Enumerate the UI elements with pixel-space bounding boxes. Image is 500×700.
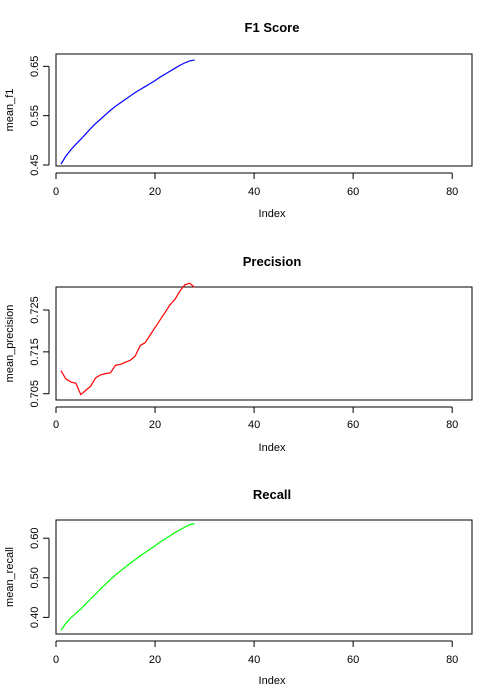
y-tick-label: 0.50 xyxy=(29,567,41,588)
y-tick-label: 0.725 xyxy=(29,296,41,324)
x-tick-label: 40 xyxy=(248,654,260,666)
x-axis-label: Index xyxy=(259,208,286,220)
y-tick-label: 0.60 xyxy=(29,527,41,548)
x-tick-label: 0 xyxy=(53,654,59,666)
y-tick-label: 0.55 xyxy=(29,105,41,126)
x-tick-label: 60 xyxy=(347,419,359,431)
series-line xyxy=(60,59,195,165)
x-tick-label: 60 xyxy=(347,186,359,198)
panel-1: Precision 0 20 40 60 80 Index 0.705 0.715 0.725 me… xyxy=(4,254,473,454)
x-axis-label: Index xyxy=(259,675,286,687)
x-tick-label: 80 xyxy=(446,419,458,431)
panel-0: F1 Score 0 20 40 60 80 Index 0.45 0.55 0.65 mean_f… xyxy=(4,20,473,220)
y-axis-label: mean_f1 xyxy=(4,89,16,132)
plot-frame xyxy=(55,53,473,167)
y-tick-label: 0.40 xyxy=(29,607,41,628)
series-line xyxy=(60,522,195,631)
chart-title: Precision xyxy=(243,254,302,269)
y-axis-label: mean_recall xyxy=(4,547,16,607)
x-tick-label: 60 xyxy=(347,654,359,666)
series-line xyxy=(60,282,196,396)
y-tick-label: 0.705 xyxy=(29,380,41,408)
y-tick-label: 0.715 xyxy=(29,338,41,366)
x-tick-label: 40 xyxy=(248,419,260,431)
y-tick-label: 0.65 xyxy=(29,56,41,77)
x-axis-label: Index xyxy=(259,442,286,454)
x-tick-label: 20 xyxy=(149,186,161,198)
y-axis-label: mean_precision xyxy=(4,305,16,383)
x-tick-label: 80 xyxy=(446,186,458,198)
x-tick-label: 20 xyxy=(149,419,161,431)
x-tick-label: 0 xyxy=(53,419,59,431)
chart-title: Recall xyxy=(253,487,291,502)
plot-frame xyxy=(55,286,473,401)
chart-title: F1 Score xyxy=(245,20,300,35)
y-tick-label: 0.45 xyxy=(29,154,41,175)
x-tick-label: 0 xyxy=(53,186,59,198)
x-tick-label: 40 xyxy=(248,186,260,198)
plot-frame xyxy=(55,519,473,635)
x-tick-label: 20 xyxy=(149,654,161,666)
x-tick-label: 80 xyxy=(446,654,458,666)
panel-2: Recall 0 20 40 60 80 Index 0.40 0.50 0.60 mean_rec… xyxy=(4,487,473,687)
